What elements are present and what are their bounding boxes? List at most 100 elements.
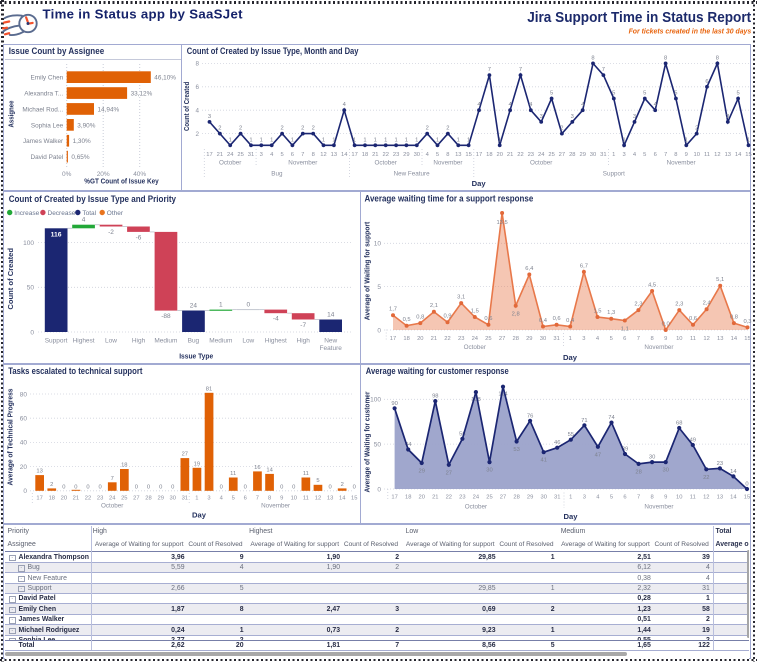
svg-text:4: 4 [596,336,600,342]
svg-text:November: November [433,160,462,167]
svg-text:November: November [644,344,673,351]
svg-text:29: 29 [157,496,163,502]
svg-text:7: 7 [637,495,640,501]
svg-text:1,7: 1,7 [389,307,397,313]
svg-text:Support: Support [603,171,625,178]
svg-text:2: 2 [218,126,221,132]
svg-text:Medium: Medium [154,338,177,345]
svg-text:5: 5 [643,91,646,97]
svg-text:7: 7 [602,67,605,73]
svg-text:0,5: 0,5 [403,317,411,323]
svg-text:5: 5 [610,336,613,342]
svg-text:4: 4 [654,102,658,108]
svg-text:Alexandra T...: Alexandra T... [24,91,63,98]
svg-text:8: 8 [446,152,449,158]
svg-text:0: 0 [159,484,162,490]
svg-text:Highest: Highest [73,338,95,345]
svg-text:Day: Day [564,512,579,521]
svg-text:20: 20 [417,336,423,342]
svg-text:15: 15 [744,336,750,342]
svg-text:Average of Waiting for custome: Average of Waiting for customer [363,391,372,492]
svg-text:27: 27 [182,452,188,458]
svg-text:0,6: 0,6 [689,316,697,322]
svg-text:-2: -2 [108,229,114,236]
svg-text:3: 3 [633,114,636,120]
svg-text:Support: Support [45,338,68,345]
svg-text:18: 18 [121,463,127,469]
svg-text:14: 14 [730,495,737,501]
svg-text:November: November [261,503,290,510]
svg-text:0: 0 [244,484,247,490]
svg-text:1: 1 [229,137,232,143]
svg-text:Bug: Bug [188,338,200,345]
svg-text:11: 11 [230,471,236,477]
svg-text:9: 9 [664,336,667,342]
svg-text:90: 90 [391,401,397,407]
svg-text:High: High [297,338,311,345]
svg-text:2,1: 2,1 [430,303,438,309]
svg-text:1: 1 [457,137,460,143]
svg-text:14: 14 [730,469,737,475]
svg-text:Assignee: Assignee [7,101,16,128]
svg-text:Average waiting time for a sup: Average waiting time for a support respo… [365,194,534,204]
svg-text:17: 17 [391,495,397,501]
svg-text:71: 71 [581,418,587,424]
svg-text:Day: Day [472,179,487,188]
svg-text:20%: 20% [97,171,110,178]
svg-text:Issue Count by Assignee: Issue Count by Assignee [9,46,105,56]
svg-text:1: 1 [363,137,366,143]
svg-text:Average of Technical Progress: Average of Technical Progress [6,388,15,485]
svg-text:4: 4 [529,102,533,108]
svg-text:0%: 0% [62,171,72,178]
svg-text:21: 21 [432,495,438,501]
svg-text:15: 15 [745,152,751,158]
svg-text:6,4: 6,4 [525,266,534,272]
svg-text:14: 14 [339,496,346,502]
svg-text:3: 3 [582,336,585,342]
svg-text:October: October [101,503,123,510]
svg-text:2: 2 [312,126,315,132]
svg-text:24: 24 [109,496,116,502]
svg-text:2: 2 [426,126,429,132]
svg-text:30: 30 [414,152,420,158]
svg-text:0: 0 [328,484,331,490]
svg-text:12: 12 [320,152,326,158]
svg-text:4: 4 [343,102,347,108]
svg-text:17: 17 [351,152,357,158]
svg-text:23: 23 [458,336,464,342]
svg-text:1: 1 [260,137,263,143]
svg-text:98: 98 [432,394,438,400]
svg-text:3,1: 3,1 [457,295,465,301]
svg-text:6: 6 [623,336,626,342]
svg-text:0,6: 0,6 [484,316,492,322]
svg-text:5: 5 [643,152,646,158]
svg-text:31: 31 [248,152,254,158]
svg-text:23: 23 [717,461,723,467]
svg-text:13: 13 [327,496,333,502]
svg-text:3,90%: 3,90% [77,122,95,129]
svg-text:2: 2 [280,126,283,132]
svg-text:0: 0 [62,484,65,490]
svg-text:For tickets created in the las: For tickets created in the last 30 days [629,27,752,36]
svg-text:4: 4 [596,495,600,501]
svg-text:31: 31 [600,152,606,158]
svg-text:2,3: 2,3 [634,302,642,308]
svg-text:13: 13 [725,152,731,158]
svg-text:29: 29 [527,495,533,501]
svg-text:5: 5 [436,152,439,158]
svg-text:12: 12 [315,496,321,502]
svg-text:13: 13 [455,152,461,158]
svg-text:%GT Count of Issue Key: %GT Count of Issue Key [84,177,159,186]
svg-text:14: 14 [735,152,742,158]
svg-text:2: 2 [50,482,53,488]
svg-text:2,4: 2,4 [703,301,712,307]
svg-text:2: 2 [239,126,242,132]
svg-text:46: 46 [554,440,560,446]
svg-text:22: 22 [85,496,91,502]
svg-text:6: 6 [623,495,626,501]
svg-text:29: 29 [526,336,532,342]
svg-text:7: 7 [488,67,491,73]
svg-text:23: 23 [459,495,465,501]
svg-text:Issue Type: Issue Type [179,352,213,361]
svg-text:15: 15 [465,152,471,158]
